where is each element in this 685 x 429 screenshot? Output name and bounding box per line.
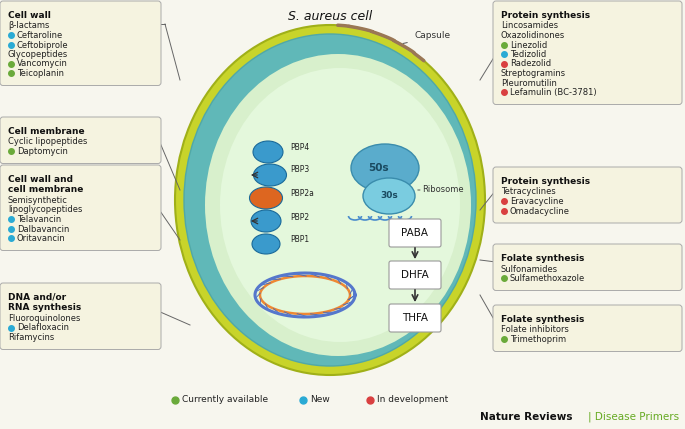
Text: PBP4: PBP4 xyxy=(290,143,309,152)
Text: DHFA: DHFA xyxy=(401,270,429,280)
Text: Currently available: Currently available xyxy=(182,396,268,405)
Ellipse shape xyxy=(249,187,282,209)
FancyBboxPatch shape xyxy=(493,1,682,105)
Text: Tedizolid: Tedizolid xyxy=(510,50,546,59)
Text: Lincosamides: Lincosamides xyxy=(501,21,558,30)
Text: THFA: THFA xyxy=(402,313,428,323)
Text: Omadacycline: Omadacycline xyxy=(510,206,570,215)
Text: PABA: PABA xyxy=(401,228,429,238)
Text: PBP1: PBP1 xyxy=(290,236,309,245)
FancyBboxPatch shape xyxy=(0,117,161,163)
Text: Eravacycline: Eravacycline xyxy=(510,197,564,206)
Ellipse shape xyxy=(175,25,485,375)
Ellipse shape xyxy=(205,54,471,356)
FancyBboxPatch shape xyxy=(0,165,161,251)
Text: Cell wall and: Cell wall and xyxy=(8,175,73,184)
FancyBboxPatch shape xyxy=(389,261,441,289)
FancyBboxPatch shape xyxy=(493,305,682,351)
Ellipse shape xyxy=(363,178,415,214)
Text: PBP2a: PBP2a xyxy=(290,188,314,197)
Text: Folate synthesis: Folate synthesis xyxy=(501,315,584,324)
Ellipse shape xyxy=(220,68,460,342)
Text: 30s: 30s xyxy=(380,191,398,200)
Ellipse shape xyxy=(351,144,419,192)
Text: Sulfonamides: Sulfonamides xyxy=(501,265,558,274)
Text: Pleuromutilin: Pleuromutilin xyxy=(501,79,557,88)
Text: Oritavancin: Oritavancin xyxy=(17,234,66,243)
Text: Nature Reviews: Nature Reviews xyxy=(480,412,573,422)
Text: Vancomycin: Vancomycin xyxy=(17,60,68,69)
Text: In development: In development xyxy=(377,396,448,405)
Text: 50s: 50s xyxy=(369,163,389,173)
Text: Tetracyclines: Tetracyclines xyxy=(501,187,556,196)
Text: Radezolid: Radezolid xyxy=(510,60,551,69)
Text: Ribosome: Ribosome xyxy=(422,185,464,194)
Text: Semisynthetic: Semisynthetic xyxy=(8,196,68,205)
Text: DNA and/or: DNA and/or xyxy=(8,293,66,302)
Text: Ceftaroline: Ceftaroline xyxy=(17,31,63,40)
Text: Lefamulin (BC-3781): Lefamulin (BC-3781) xyxy=(510,88,597,97)
Text: Protein synthesis: Protein synthesis xyxy=(501,177,590,186)
Text: Glycopeptides: Glycopeptides xyxy=(8,50,69,59)
FancyBboxPatch shape xyxy=(0,283,161,350)
Text: Oxazolidinones: Oxazolidinones xyxy=(501,31,565,40)
Text: Folate synthesis: Folate synthesis xyxy=(501,254,584,263)
Text: New: New xyxy=(310,396,329,405)
Text: Telavancin: Telavancin xyxy=(17,215,61,224)
Text: Streptogramins: Streptogramins xyxy=(501,69,566,78)
Text: Linezolid: Linezolid xyxy=(510,40,547,49)
Text: Cyclic lipopeptides: Cyclic lipopeptides xyxy=(8,138,88,146)
FancyBboxPatch shape xyxy=(493,244,682,290)
FancyBboxPatch shape xyxy=(389,219,441,247)
Text: PBP3: PBP3 xyxy=(290,166,309,175)
Text: Cell membrane: Cell membrane xyxy=(8,127,85,136)
Text: Sulfamethoxazole: Sulfamethoxazole xyxy=(510,274,585,283)
Text: RNA synthesis: RNA synthesis xyxy=(8,303,82,312)
Text: Trimethoprim: Trimethoprim xyxy=(510,335,566,344)
FancyBboxPatch shape xyxy=(389,304,441,332)
Text: Dalbavancin: Dalbavancin xyxy=(17,224,69,233)
Ellipse shape xyxy=(253,141,283,163)
Text: cell membrane: cell membrane xyxy=(8,185,84,194)
Text: S. aureus cell: S. aureus cell xyxy=(288,10,372,23)
Text: Daptomycin: Daptomycin xyxy=(17,147,68,156)
Text: β-lactams: β-lactams xyxy=(8,21,49,30)
Ellipse shape xyxy=(253,164,286,186)
Text: PBP2: PBP2 xyxy=(290,212,309,221)
Ellipse shape xyxy=(252,234,280,254)
Text: lipoglycopeptides: lipoglycopeptides xyxy=(8,205,82,214)
Text: Capsule: Capsule xyxy=(415,31,451,40)
Text: Delafloxacin: Delafloxacin xyxy=(17,323,69,332)
Text: Teicoplanin: Teicoplanin xyxy=(17,69,64,78)
Text: Protein synthesis: Protein synthesis xyxy=(501,11,590,20)
Text: Rifamycins: Rifamycins xyxy=(8,333,54,342)
Text: | Disease Primers: | Disease Primers xyxy=(588,411,679,422)
Text: Ceftobiprole: Ceftobiprole xyxy=(17,40,68,49)
Text: Cell wall: Cell wall xyxy=(8,11,51,20)
Ellipse shape xyxy=(184,34,476,366)
Text: Fluoroquinolones: Fluoroquinolones xyxy=(8,314,80,323)
Ellipse shape xyxy=(251,210,281,232)
FancyBboxPatch shape xyxy=(493,167,682,223)
FancyBboxPatch shape xyxy=(0,1,161,85)
Text: Folate inhibitors: Folate inhibitors xyxy=(501,326,569,335)
